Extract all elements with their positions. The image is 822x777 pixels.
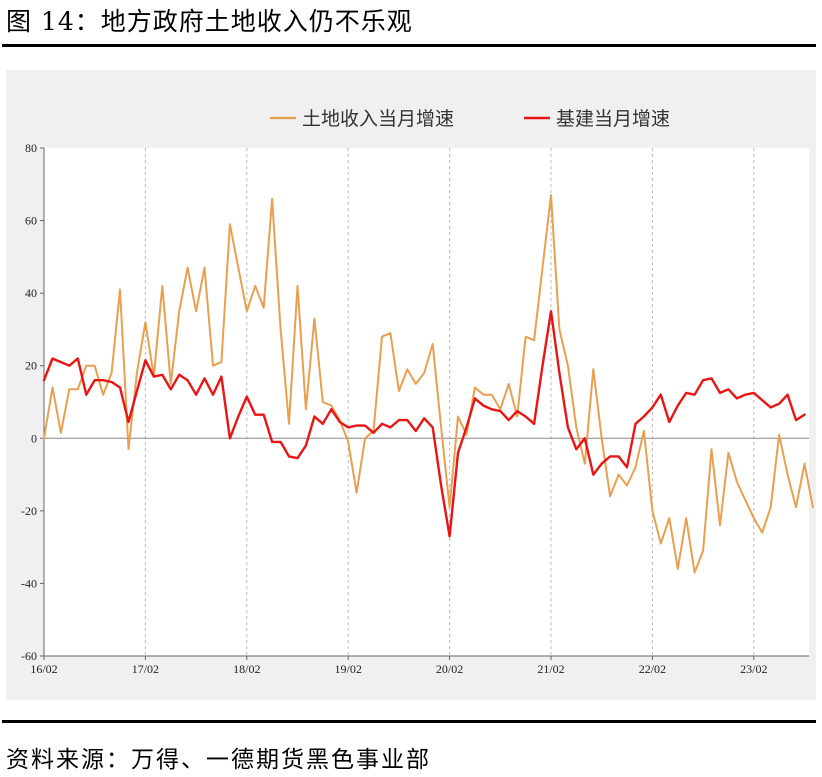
series-line-infra [42,310,806,538]
source-note: 资料来源：万得、一德期货黑色事业部 [6,747,431,773]
chart-panel: 80 60 40 20 0 -20 -40 -60 16/02 17/02 18/02 19/02 2… [6,70,816,700]
x-tick-label-22-02: 22/02 [639,662,666,676]
figure-title: 图 14：地方政府土地收入仍不乐观 [6,7,413,36]
x-tick-label-21-02: 21/02 [537,662,564,676]
series-lines [42,194,814,574]
y-tick-label-80: 80 [25,141,37,155]
x-tick-label-19-02: 19/02 [335,662,362,676]
y-tick-label--40: -40 [21,576,37,590]
legend-label-infra: 基建当月增速 [556,108,670,130]
x-tick-label-17-02: 17/02 [132,662,159,676]
y-axis-ticks: 80 60 40 20 0 -20 -40 -60 [21,141,44,663]
legend: 土地收入当月增速 基建当月增速 [270,108,670,130]
y-tick-label--20: -20 [21,504,37,518]
line-chart: 80 60 40 20 0 -20 -40 -60 16/02 17/02 18/02 19/02 2… [21,108,814,676]
y-tick-label--60: -60 [21,649,37,663]
x-tick-label-20-02: 20/02 [436,662,463,676]
x-tick-label-16-02: 16/02 [30,662,57,676]
series-line-land [43,194,814,574]
y-tick-label-20: 20 [25,359,37,373]
x-tick-label-23-02: 23/02 [740,662,767,676]
x-axis-ticks: 16/02 17/02 18/02 19/02 20/02 21/02 22/02 23/02 [30,656,767,676]
plot-area [44,148,809,656]
bottom-rule [2,720,816,723]
x-tick-label-18-02: 18/02 [233,662,260,676]
y-tick-label-0: 0 [31,431,37,445]
gridlines [144,148,755,656]
legend-label-land: 土地收入当月增速 [302,108,454,130]
top-rule [2,44,816,47]
y-tick-label-40: 40 [25,286,37,300]
axes [43,148,809,657]
y-tick-label-60: 60 [25,214,37,228]
